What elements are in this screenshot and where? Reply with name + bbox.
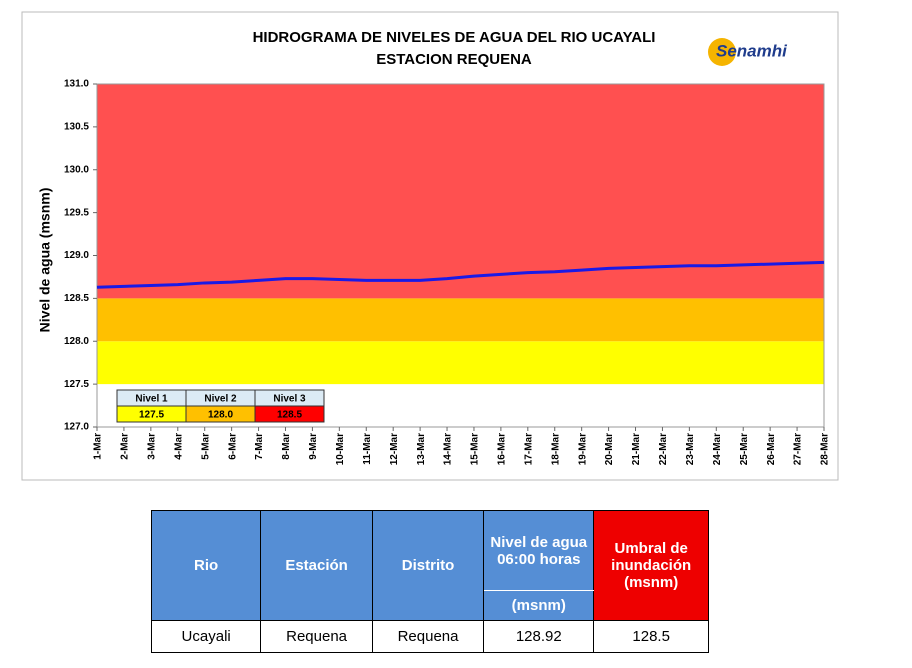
- y-tick-label: 127.5: [64, 379, 89, 390]
- y-tick-label: 128.0: [64, 336, 89, 347]
- x-tick-label: 13-Mar: [416, 433, 427, 465]
- x-tick-label: 25-Mar: [739, 433, 750, 465]
- x-tick-label: 7-Mar: [254, 433, 265, 460]
- legend-value: 128.5: [277, 410, 302, 421]
- x-tick-label: 18-Mar: [550, 433, 561, 465]
- x-tick-label: 4-Mar: [173, 433, 184, 460]
- header-cell: Rio: [150, 510, 262, 621]
- x-tick-label: 17-Mar: [523, 433, 534, 465]
- x-tick-label: 10-Mar: [335, 433, 346, 465]
- legend-value: 128.0: [208, 410, 233, 421]
- x-tick-label: 9-Mar: [308, 433, 319, 460]
- header-cell: (msnm): [483, 590, 595, 621]
- x-tick-label: 23-Mar: [685, 433, 696, 465]
- logo: Senamhi: [716, 41, 788, 60]
- x-tick-label: 6-Mar: [227, 433, 238, 460]
- x-tick-label: 1-Mar: [93, 433, 104, 460]
- chart-subtitle: ESTACION REQUENA: [376, 51, 532, 68]
- y-axis-label: Nivel de agua (msnm): [37, 188, 53, 333]
- summary-table: Rio Estación Distrito Nivel de agua 06:0…: [150, 510, 709, 653]
- y-tick-label: 128.5: [64, 293, 89, 304]
- y-tick-label: 129.0: [64, 250, 89, 261]
- y-tick-label: 129.5: [64, 207, 89, 218]
- x-tick-label: 5-Mar: [200, 433, 211, 460]
- table-cell: 128.92: [483, 620, 595, 653]
- x-tick-label: 19-Mar: [577, 433, 588, 465]
- x-tick-label: 12-Mar: [389, 433, 400, 465]
- header-cell: Umbral de inundación (msnm): [593, 510, 709, 621]
- x-tick-label: 27-Mar: [793, 433, 804, 465]
- header-cell: Distrito: [371, 510, 485, 621]
- x-tick-label: 28-Mar: [820, 433, 831, 465]
- x-tick-label: 22-Mar: [658, 433, 669, 465]
- x-tick-label: 3-Mar: [146, 433, 157, 460]
- data-line: [96, 260, 825, 289]
- y-tick-label: 130.0: [64, 164, 89, 175]
- legend-name: Nivel 2: [204, 394, 237, 405]
- x-tick-label: 2-Mar: [120, 433, 131, 460]
- chart-title: HIDROGRAMA DE NIVELES DE AGUA DEL RIO UC…: [253, 29, 656, 46]
- level-band: [97, 84, 824, 299]
- level-band: [97, 298, 824, 342]
- legend-name: Nivel 1: [135, 394, 168, 405]
- legend-swatch: [254, 405, 325, 423]
- chart: HIDROGRAMA DE NIVELES DE AGUA DEL RIO UC…: [21, 11, 839, 481]
- header-cell: Nivel de agua 06:00 horas: [483, 510, 595, 591]
- x-tick-label: 24-Mar: [712, 433, 723, 465]
- y-tick-label: 127.0: [64, 422, 89, 433]
- x-tick-label: 11-Mar: [362, 433, 373, 465]
- legend-name: Nivel 3: [273, 394, 306, 405]
- table-cell: 128.5: [593, 620, 709, 653]
- table-cell: Requena: [260, 620, 373, 653]
- table-cell: Requena: [371, 620, 485, 653]
- x-tick-label: 21-Mar: [631, 433, 642, 465]
- x-tick-label: 14-Mar: [443, 433, 454, 465]
- x-tick-label: 26-Mar: [766, 433, 777, 465]
- y-tick-label: 131.0: [64, 79, 89, 90]
- x-tick-label: 8-Mar: [281, 433, 292, 460]
- x-tick-label: 20-Mar: [604, 433, 615, 465]
- y-tick-label: 130.5: [64, 122, 89, 133]
- x-tick-label: 15-Mar: [470, 433, 481, 465]
- header-cell: Estación: [260, 510, 373, 621]
- table-cell: Ucayali: [150, 620, 262, 653]
- level-band: [97, 341, 824, 385]
- legend-value: 127.5: [139, 410, 164, 421]
- logo-sun: [708, 38, 736, 66]
- x-tick-label: 16-Mar: [497, 433, 508, 465]
